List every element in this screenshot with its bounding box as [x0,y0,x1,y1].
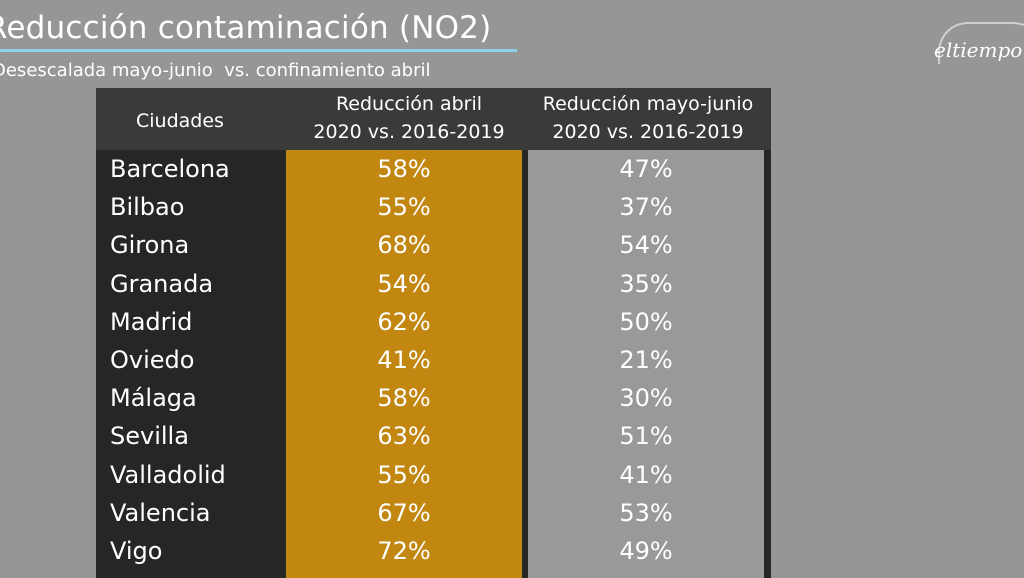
table-row: Oviedo 41% 21% [96,341,771,379]
eltiempo-logo: eltiempo [930,22,1024,72]
table-row: Madrid 62% 50% [96,303,771,341]
may-june-value-cell: 51% [619,422,673,451]
april-value-cell: 67% [377,498,431,527]
april-value-cell: 58% [377,155,431,183]
city-cell: Girona [110,231,190,260]
table-row: Bilbao 55% 37% [96,188,771,226]
april-value-cell: 72% [377,537,431,565]
header-may-june: Reducción mayo-junio 2020 vs. 2016-2019 [523,90,773,146]
april-value-cell: 54% [377,269,431,298]
april-value-cell: 41% [377,346,431,374]
chart-title: Reducción contaminación (NO2) [0,10,492,46]
chart-subtitle: Desescalada mayo-junio vs. confinamiento… [0,60,431,81]
header-cities: Ciudades [136,110,224,132]
may-june-value-cell: 47% [619,155,673,183]
city-cell: Madrid [110,307,193,336]
table-row: Girona 68% 54% [96,226,771,264]
city-cell: Valladolid [110,460,226,489]
city-cell: Vigo [110,537,163,565]
table-row: Vigo 72% 49% [96,532,771,570]
may-june-value-cell: 54% [619,231,673,260]
city-cell: Granada [110,269,214,298]
april-value-cell: 62% [377,307,431,336]
title-underline [0,49,517,52]
table-row: Málaga 58% 30% [96,379,771,417]
may-june-value-cell: 41% [619,460,673,489]
table-row: Barcelona 58% 47% [96,150,771,188]
city-cell: Valencia [110,498,211,527]
april-column-band [286,150,522,578]
table-row: Valencia 67% 53% [96,494,771,532]
header-april-line1: Reducción abril [335,93,483,115]
city-cell: Sevilla [110,422,189,451]
table-header: Ciudades Reducción abril 2020 vs. 2016-2… [96,88,771,150]
may-june-value-cell: 49% [619,537,673,565]
may-june-column-band [528,150,764,578]
header-april: Reducción abril 2020 vs. 2016-2019 [288,90,530,146]
data-table: Ciudades Reducción abril 2020 vs. 2016-2… [96,88,771,578]
may-june-value-cell: 21% [619,346,673,374]
cloud-icon [938,22,1024,64]
table-row: Valladolid 55% 41% [96,456,771,494]
table-row: Sevilla 63% 51% [96,417,771,455]
city-cell: Bilbao [110,193,185,222]
may-june-value-cell: 30% [619,384,673,413]
city-cell: Málaga [110,384,197,413]
april-value-cell: 58% [377,384,431,413]
may-june-value-cell: 50% [619,307,673,336]
header-april-line2: 2020 vs. 2016-2019 [313,121,505,143]
city-cell: Oviedo [110,346,195,374]
header-may-june-line1: Reducción mayo-junio [542,93,754,115]
may-june-value-cell: 37% [619,193,673,222]
city-cell: Barcelona [110,155,230,183]
april-value-cell: 63% [377,422,431,451]
table-row: Granada 54% 35% [96,265,771,303]
april-value-cell: 55% [377,460,431,489]
may-june-value-cell: 53% [619,498,673,527]
logo-text: eltiempo [934,38,1023,62]
april-value-cell: 68% [377,231,431,260]
may-june-value-cell: 35% [619,269,673,298]
april-value-cell: 55% [377,193,431,222]
header-may-june-line2: 2020 vs. 2016-2019 [552,121,744,143]
